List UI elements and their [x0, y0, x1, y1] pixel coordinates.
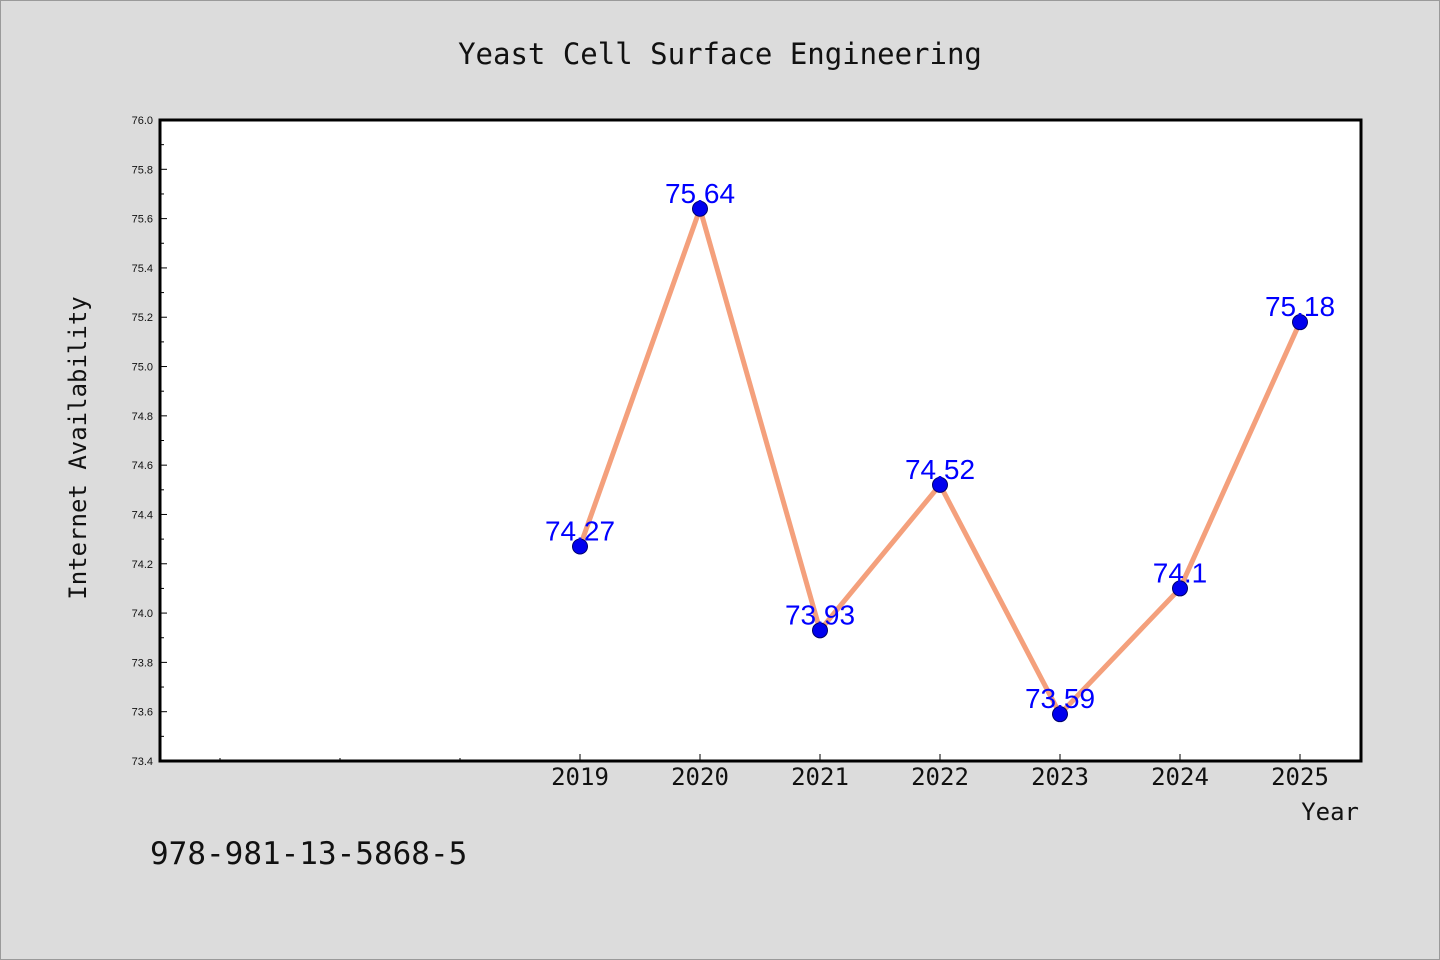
y-tick-label: 74.2	[132, 559, 153, 571]
y-tick-label: 74.4	[132, 509, 153, 521]
data-label: 73.93	[785, 599, 855, 630]
y-tick-label: 75.0	[132, 362, 153, 374]
y-tick-label: 73.6	[132, 707, 153, 719]
isbn-text: 978-981-13-5868-5	[150, 836, 467, 872]
x-tick-label: 2021	[791, 763, 849, 791]
data-label-group: 74.27 75.64 73.93 74.52 73.59 74.1 75.18	[545, 178, 1335, 714]
y-axis-label: Internet Availability	[64, 296, 92, 599]
x-axis: 2019 2020 2021 2022 2023 2024 2025	[219, 754, 1329, 791]
data-label: 74.1	[1153, 557, 1208, 588]
data-point-marker	[812, 622, 828, 639]
y-tick-label: 74.8	[132, 411, 153, 423]
plot-area	[158, 118, 1363, 763]
y-tick-label: 74.0	[132, 608, 153, 620]
x-tick-label: 2025	[1271, 763, 1329, 791]
y-tick-label: 73.4	[132, 756, 153, 768]
y-tick-label: 75.8	[132, 164, 153, 176]
marker-group	[572, 200, 1308, 723]
data-point-marker	[572, 538, 588, 555]
x-axis-label: Year	[1301, 798, 1359, 826]
data-point-marker	[1292, 314, 1308, 331]
chart-title: Yeast Cell Surface Engineering	[458, 37, 982, 71]
data-point-marker	[1052, 706, 1068, 723]
y-tick-label: 76.0	[132, 115, 153, 127]
y-tick-label: 73.8	[132, 657, 153, 669]
data-point-marker	[692, 200, 708, 217]
x-tick-label: 2020	[671, 763, 729, 791]
data-label: 74.27	[545, 516, 615, 547]
y-tick-label: 75.2	[132, 312, 153, 324]
y-tick-label: 75.6	[132, 214, 153, 226]
y-tick-label: 74.6	[132, 460, 153, 472]
data-label: 75.18	[1265, 291, 1335, 322]
y-axis: 73.4 73.6 73.8 74.0 74.2 74.4 74.6 74.8 75.0 75.2…	[132, 115, 167, 768]
data-label: 74.52	[905, 454, 975, 485]
x-tick-label: 2022	[911, 763, 969, 791]
y-tick-label: 75.4	[132, 263, 153, 275]
data-label: 73.59	[1025, 683, 1095, 714]
x-tick-label: 2023	[1031, 763, 1089, 791]
data-point-marker	[1172, 580, 1188, 597]
data-label: 75.64	[665, 178, 735, 209]
x-tick-label: 2019	[551, 763, 609, 791]
x-tick-label: 2024	[1151, 763, 1209, 791]
data-point-marker	[932, 476, 948, 493]
